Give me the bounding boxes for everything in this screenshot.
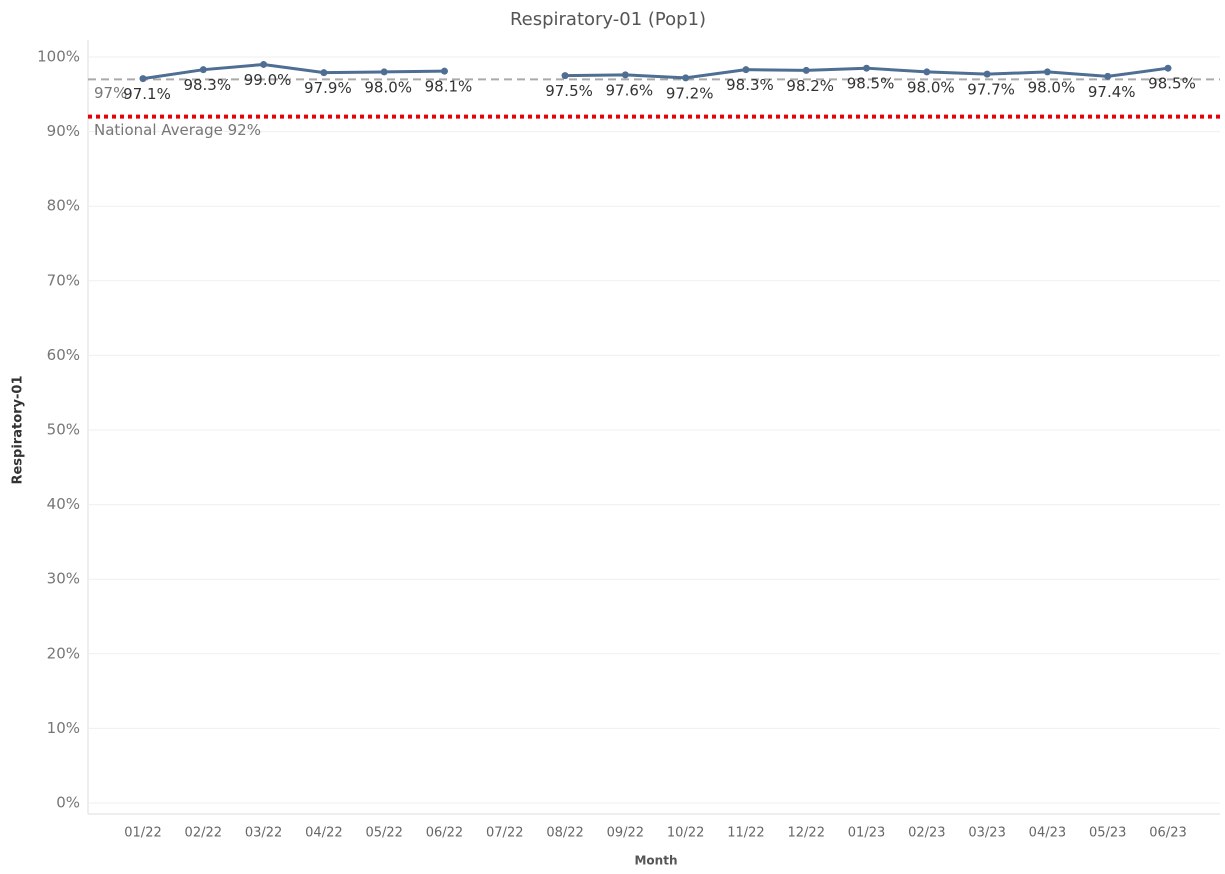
y-tick-label: 30% <box>47 570 80 588</box>
data-label: 98.1% <box>425 78 473 96</box>
x-tick-label: 05/23 <box>1089 826 1126 841</box>
data-point <box>682 74 690 82</box>
data-point <box>923 68 931 76</box>
x-tick-label: 06/22 <box>426 826 463 841</box>
data-point <box>139 75 147 83</box>
x-tick-label: 03/22 <box>245 826 282 841</box>
data-point <box>1164 64 1172 72</box>
data-label: 98.3% <box>726 76 774 94</box>
data-label: 98.3% <box>183 76 231 94</box>
x-tick-label: 11/22 <box>727 826 764 841</box>
data-label: 97.7% <box>967 81 1015 99</box>
y-tick-label: 10% <box>47 719 80 737</box>
x-tick-label: 09/22 <box>607 826 644 841</box>
y-tick-label: 80% <box>47 197 80 215</box>
data-point <box>561 72 569 80</box>
data-label: 98.2% <box>786 77 834 95</box>
y-axis-title: Respiratory-01 <box>11 375 26 484</box>
data-label: 98.0% <box>364 78 412 96</box>
data-label: 97.5% <box>545 82 593 100</box>
data-point <box>380 68 388 76</box>
x-tick-label: 03/23 <box>968 826 1005 841</box>
data-label: 97.2% <box>666 84 714 102</box>
data-label: 98.0% <box>1028 78 1076 96</box>
data-point <box>199 66 207 74</box>
x-tick-label: 10/22 <box>667 826 704 841</box>
reference-label: National Average 92% <box>94 121 261 139</box>
x-tick-label: 08/22 <box>546 826 583 841</box>
data-point <box>440 67 448 75</box>
data-point <box>802 66 810 74</box>
data-label: 97.6% <box>606 81 654 99</box>
x-tick-label: 02/23 <box>908 826 945 841</box>
data-point <box>621 71 629 79</box>
data-label: 97.1% <box>123 85 171 103</box>
data-point <box>260 60 268 68</box>
x-axis-title: Month <box>634 854 677 868</box>
data-label: 97.9% <box>304 79 352 97</box>
data-label: 99.0% <box>244 71 292 89</box>
data-label: 98.5% <box>1148 75 1196 93</box>
x-tick-label: 01/23 <box>848 826 885 841</box>
series-line <box>142 62 1169 81</box>
chart-title: Respiratory-01 (Pop1) <box>510 9 706 30</box>
y-tick-label: 60% <box>47 346 80 364</box>
x-tick-label: 04/23 <box>1029 826 1066 841</box>
data-point <box>863 64 871 72</box>
x-tick-label: 04/22 <box>305 826 342 841</box>
y-tick-label: 40% <box>47 495 80 513</box>
data-label: 97.4% <box>1088 83 1136 101</box>
y-tick-label: 100% <box>37 48 80 66</box>
reference-label: 97% <box>94 84 127 102</box>
x-tick-label: 02/22 <box>185 826 222 841</box>
y-tick-label: 20% <box>47 644 80 662</box>
x-tick-label: 12/22 <box>788 826 825 841</box>
y-tick-label: 50% <box>47 421 80 439</box>
data-point <box>742 66 750 74</box>
data-point <box>1043 68 1051 76</box>
y-tick-label: 90% <box>47 122 80 140</box>
data-point <box>983 70 991 78</box>
x-tick-label: 06/23 <box>1149 826 1186 841</box>
x-tick-label: 05/22 <box>365 826 402 841</box>
x-tick-label: 07/22 <box>486 826 523 841</box>
y-tick-label: 0% <box>56 794 80 812</box>
y-tick-label: 70% <box>47 271 80 289</box>
data-point <box>1104 72 1112 80</box>
data-label: 98.0% <box>907 78 955 96</box>
data-label: 98.5% <box>847 75 895 93</box>
x-tick-label: 01/22 <box>124 826 161 841</box>
data-point <box>320 69 328 77</box>
